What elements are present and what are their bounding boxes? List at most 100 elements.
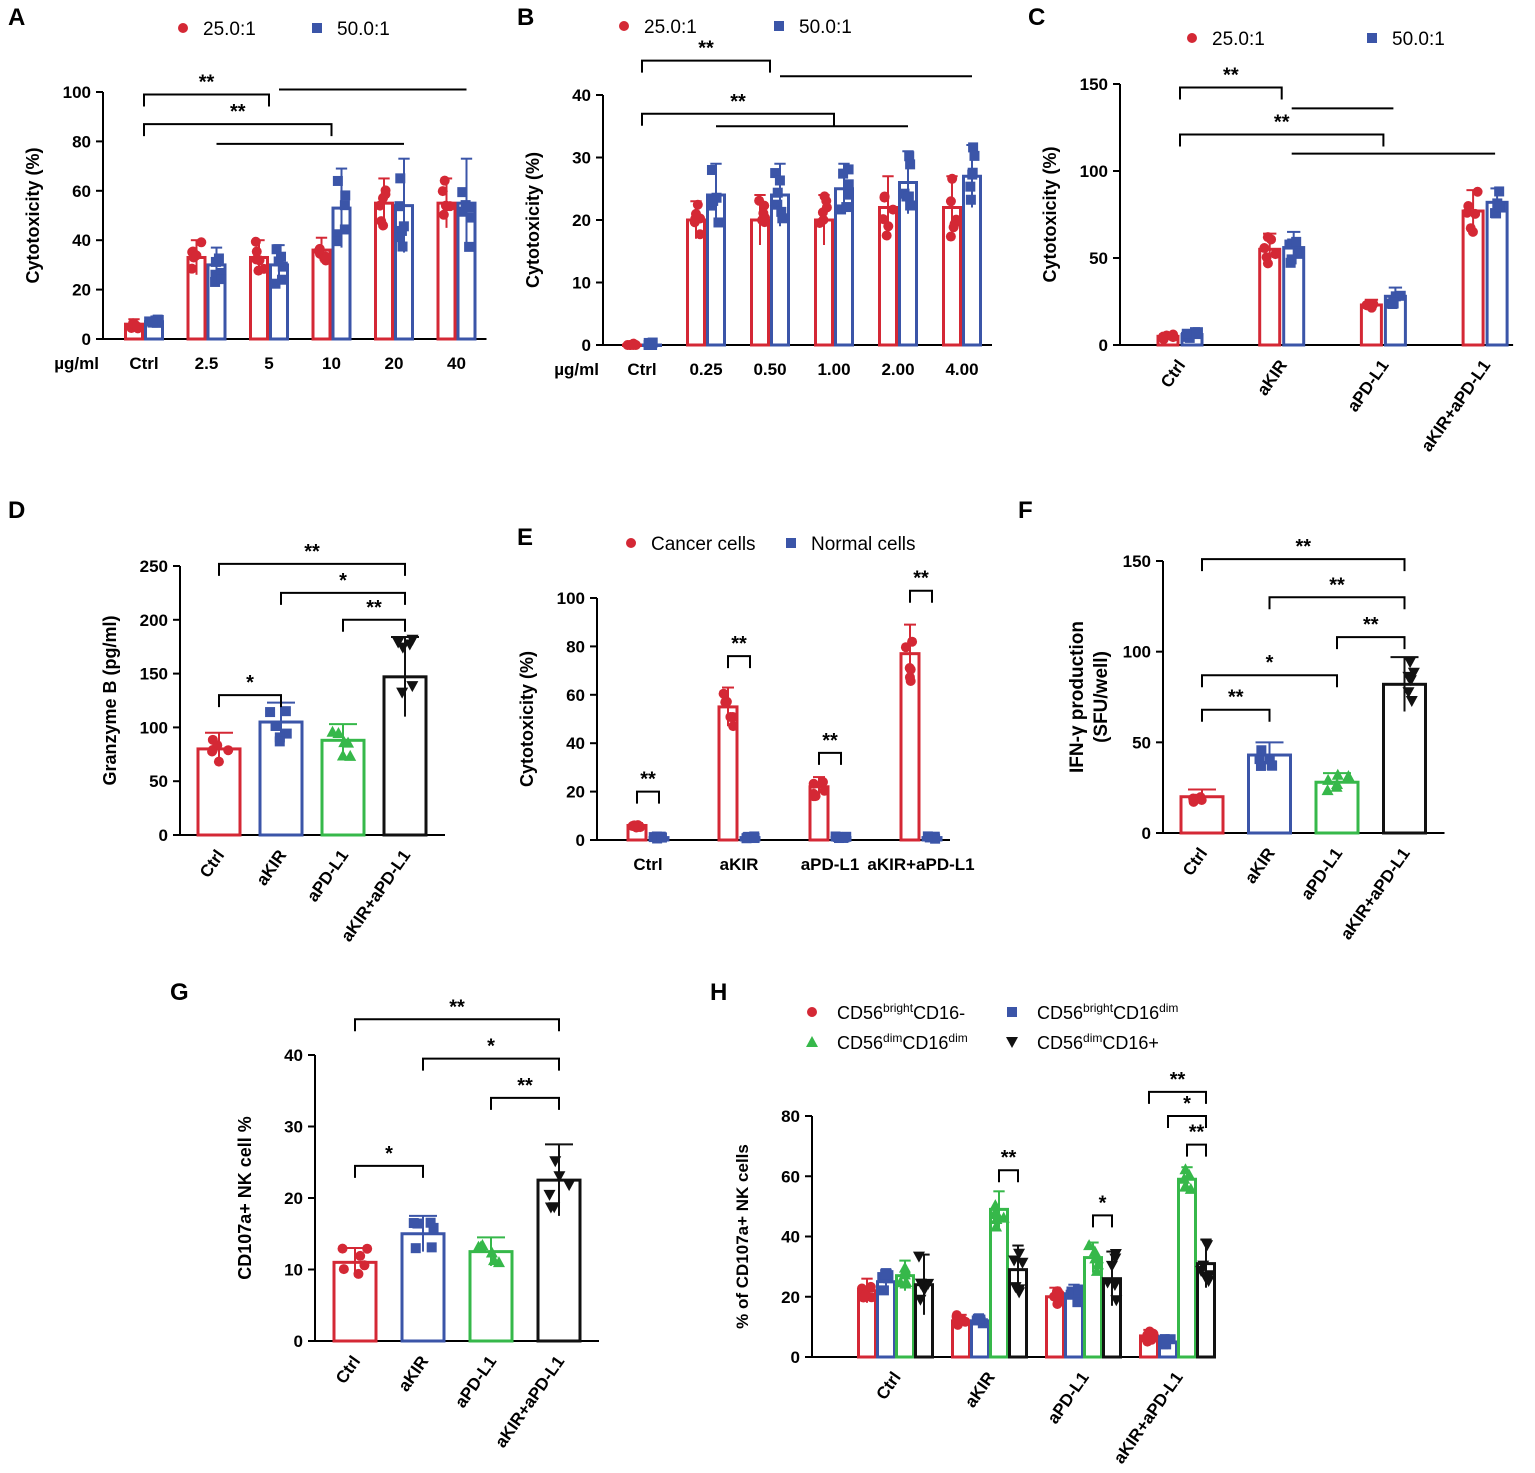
data-point <box>1388 297 1399 308</box>
data-point <box>338 1264 349 1275</box>
legend-label-part: CD56 <box>837 1003 883 1023</box>
data-point <box>904 662 915 673</box>
y-tick-label: 80 <box>781 1107 800 1126</box>
legend-label: Cancer cells <box>651 534 756 555</box>
data-point <box>464 241 475 252</box>
significance-brackets: ********* <box>1201 536 1406 722</box>
data-point <box>930 833 941 844</box>
bars <box>626 623 943 844</box>
data-point <box>396 642 409 654</box>
data-point <box>883 221 894 232</box>
data-point <box>990 1220 1003 1232</box>
data-point <box>216 274 227 285</box>
bracket <box>280 591 406 605</box>
data-point <box>1262 258 1273 269</box>
data-point <box>251 246 262 257</box>
x-tick-label: aKIR <box>1241 844 1279 887</box>
bracket <box>218 694 282 708</box>
data-point <box>1110 1295 1123 1307</box>
y-tick-label: 20 <box>284 1189 303 1208</box>
data-point <box>772 187 783 198</box>
axes: 0 20 40 60 80 100 <box>557 589 950 850</box>
data-point <box>1202 1275 1215 1287</box>
x-tick-label: aPD-L1 <box>303 846 352 905</box>
x-tick-label: 5 <box>264 354 273 373</box>
data-point <box>251 254 262 265</box>
y-tick-label: 150 <box>1080 75 1108 94</box>
y-axis-label: CD107a+ NK cell % <box>235 1116 255 1280</box>
legend-label-part: dim <box>1159 1001 1178 1015</box>
data-point <box>772 199 783 210</box>
x-tick-label: 4.00 <box>945 360 978 379</box>
data-point <box>997 1211 1010 1223</box>
data-point <box>692 199 703 210</box>
legend-marker <box>774 21 784 31</box>
y-tick-label: 0 <box>82 330 91 349</box>
x-tick-label: Ctrl <box>332 1352 364 1387</box>
data-point <box>1465 223 1476 234</box>
data-point <box>914 1278 927 1290</box>
bracket <box>636 790 660 804</box>
x-tick-label: 20 <box>385 354 404 373</box>
legend-label: CD56brightCD16dim <box>1037 1001 1178 1023</box>
data-point <box>945 231 956 242</box>
panel-letter: A <box>8 4 25 31</box>
significance-label: ** <box>1363 614 1379 636</box>
data-point <box>838 168 849 179</box>
data-point <box>403 639 416 651</box>
axes: 0 10 20 30 40 <box>572 86 992 355</box>
legend-marker <box>619 21 629 31</box>
data-point <box>320 251 331 262</box>
data-point <box>1195 1265 1208 1277</box>
data-point <box>989 1205 1002 1217</box>
significance-label: ** <box>913 568 929 590</box>
y-tick-label: 100 <box>63 83 91 102</box>
data-point <box>210 256 221 267</box>
bracket <box>1148 1090 1207 1104</box>
data-point <box>903 191 914 202</box>
significance-label: * <box>1183 1093 1191 1115</box>
data-point <box>629 820 640 831</box>
x-tick-label: Ctrl <box>627 360 656 379</box>
x-axis-unit-label: µg/ml <box>54 354 99 373</box>
legend-label: CD56brightCD16- <box>837 1001 965 1023</box>
legend: CD56brightCD16- CD56brightCD16dim CD56 dim C… <box>806 1001 1178 1053</box>
data-point <box>1294 248 1305 259</box>
x-tick-label: Ctrl <box>129 354 158 373</box>
panel-letter: B <box>517 4 534 31</box>
significance-label: ** <box>1001 1147 1017 1169</box>
data-point <box>342 736 355 748</box>
panel-letter: C <box>1028 4 1045 31</box>
data-point <box>223 745 234 756</box>
legend-label-part: CD16 <box>902 1033 948 1053</box>
data-point <box>725 711 736 722</box>
data-point <box>339 200 350 211</box>
y-tick-label: 0 <box>1142 824 1151 843</box>
data-point <box>544 1202 557 1214</box>
data-point <box>945 196 956 207</box>
legend-marker <box>1187 33 1197 43</box>
data-point <box>1196 794 1207 805</box>
data-point <box>410 1243 421 1254</box>
y-tick-label: 30 <box>572 149 591 168</box>
significance-label: ** <box>1228 687 1244 709</box>
data-point <box>1472 186 1483 197</box>
x-tick-label: Ctrl <box>1179 844 1211 879</box>
data-point <box>395 173 406 184</box>
legend-marker <box>1006 1037 1018 1048</box>
data-point <box>276 251 287 262</box>
y-axis-label: Granzyme B (pg/ml) <box>100 615 120 785</box>
data-point <box>1165 1334 1176 1345</box>
data-point <box>374 200 385 211</box>
data-point <box>1072 1297 1083 1308</box>
legend: Cancer cells Normal cells <box>626 534 916 555</box>
y-tick-label: 40 <box>72 231 91 250</box>
significance-label: ** <box>698 38 714 60</box>
data-point <box>425 1217 436 1228</box>
data-point <box>656 832 667 843</box>
data-point <box>899 1264 912 1276</box>
panel-h: H 0 20 40 60 80 % of CD107a+ NK cells Ctrl aKIR a… <box>710 979 1216 1467</box>
panel-letter: H <box>710 979 727 1006</box>
data-point <box>406 681 419 693</box>
y-tick-label: 50 <box>149 772 168 791</box>
